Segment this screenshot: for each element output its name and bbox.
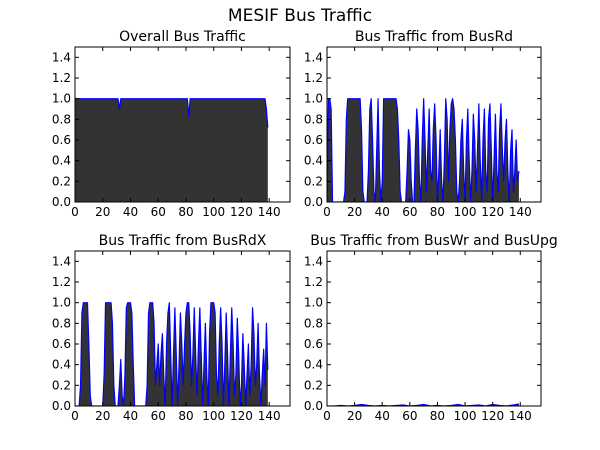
x-tick-label: 80 [178,409,193,423]
y-tick-label: 1.0 [52,296,71,310]
series-area [75,98,268,202]
series-area [75,302,268,406]
y-tick-label: 1.4 [52,50,71,64]
series-line [327,98,520,202]
x-tick-label: 120 [481,409,504,423]
x-tick-label: 120 [481,205,504,219]
y-tick-label: 0.0 [304,195,323,209]
plot-background [327,251,541,406]
x-tick-label: 100 [202,205,225,219]
series-line [327,403,520,406]
x-tick-label: 80 [430,409,445,423]
x-tick-label: 60 [402,409,417,423]
chart-title: Overall Bus Traffic [119,29,246,45]
chart-panel-overall: 0 20 40 60 80 100 120 140 0.0 0.2 0.4 0.6 0.8 1.0 1.2 1… [52,29,291,219]
x-tick-label: 60 [402,205,417,219]
y-tick-label: 1.4 [52,254,71,268]
y-tick-label: 1.4 [304,50,323,64]
chart-panel-buswr-busupg: 0 20 40 60 80 100 120 140 0.0 0.2 0.4 0.6 0.8 1.0 1.2 1… [304,233,558,423]
x-tick-label: 100 [454,409,477,423]
y-tick-label: 0.0 [304,399,323,413]
y-tick-label: 1.0 [52,92,71,106]
plot-frame [326,46,542,203]
x-tick-label: 40 [123,205,138,219]
y-tick-label: 0.4 [304,154,323,168]
series-line [75,98,269,128]
y-tick-label: 0.4 [52,358,71,372]
series-line [75,302,269,406]
y-tick-label: 1.2 [304,275,323,289]
y-tick-label: 1.4 [304,254,323,268]
y-tick-label: 0.4 [304,358,323,372]
x-tick-label: 140 [509,205,532,219]
y-tick-label: 0.8 [52,316,71,330]
x-tick-label: 40 [375,409,390,423]
x-tick-label: 80 [430,205,445,219]
y-tick-label: 0.2 [52,378,71,392]
x-tick-label: 140 [258,409,281,423]
figure-title: MESIF Bus Traffic [228,6,372,26]
x-tick-label: 100 [454,205,477,219]
x-tick-label: 60 [151,205,166,219]
x-tick-label: 20 [95,205,110,219]
x-tick-label: 140 [258,205,281,219]
x-tick-label: 20 [95,409,110,423]
x-tick-label: 0 [71,409,79,423]
x-tick-label: 20 [347,409,362,423]
x-tick-label: 60 [151,409,166,423]
x-tick-label: 40 [375,205,390,219]
y-tick-label: 0.6 [304,337,323,351]
chart-title: Bus Traffic from BusRdX [99,233,267,249]
chart-panel-busrdx: 0 20 40 60 80 100 120 140 0.0 0.2 0.4 0.6 0.8 1.0 1.2 1… [52,233,291,423]
x-tick-label: 0 [323,205,331,219]
plot-frame [326,250,542,407]
series-area [327,98,519,202]
y-tick-label: 0.6 [304,133,323,147]
y-tick-label: 0.8 [52,112,71,126]
x-tick-label: 120 [230,205,253,219]
chart-panel-busrd: 0 20 40 60 80 100 120 140 0.0 0.2 0.4 0.6 0.8 1.0 1.2 1… [304,29,542,219]
y-tick-label: 1.0 [304,92,323,106]
y-tick-label: 1.2 [52,71,71,85]
y-tick-label: 0.8 [304,112,323,126]
chart-title: Bus Traffic from BusWr and BusUpg [310,233,558,249]
plot-frame [74,46,291,203]
x-tick-label: 20 [347,205,362,219]
y-tick-label: 1.0 [304,296,323,310]
y-tick-label: 1.2 [52,275,71,289]
y-tick-label: 0.0 [52,399,71,413]
x-tick-label: 80 [178,205,193,219]
y-tick-label: 0.2 [52,174,71,188]
chart-title: Bus Traffic from BusRd [355,29,513,45]
y-tick-label: 0.2 [304,378,323,392]
x-tick-label: 40 [123,409,138,423]
x-tick-label: 0 [71,205,79,219]
x-tick-label: 100 [202,409,225,423]
y-tick-label: 0.0 [52,195,71,209]
x-tick-label: 0 [323,409,331,423]
y-tick-label: 0.4 [52,154,71,168]
y-tick-label: 1.2 [304,71,323,85]
y-tick-label: 0.2 [304,174,323,188]
plot-frame [74,250,291,407]
y-tick-label: 0.8 [304,316,323,330]
y-tick-label: 0.6 [52,133,71,147]
x-tick-label: 140 [509,409,532,423]
y-tick-label: 0.6 [52,337,71,351]
x-tick-label: 120 [230,409,253,423]
